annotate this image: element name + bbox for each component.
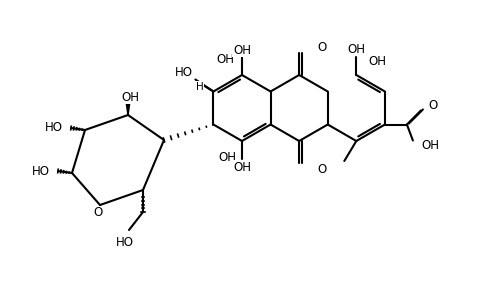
Text: OH: OH: [233, 161, 251, 173]
Text: HO: HO: [32, 165, 50, 178]
Text: HO: HO: [174, 66, 192, 79]
Text: OH: OH: [368, 54, 386, 68]
Text: OH: OH: [121, 91, 139, 103]
Text: OH: OH: [218, 151, 236, 163]
Text: OH: OH: [348, 43, 366, 56]
Text: O: O: [317, 41, 326, 54]
Text: O: O: [428, 99, 437, 112]
Text: O: O: [317, 163, 326, 176]
Text: H: H: [196, 81, 203, 91]
Text: HO: HO: [45, 121, 63, 133]
Text: OH: OH: [233, 44, 251, 56]
Text: OH: OH: [421, 139, 439, 152]
Text: O: O: [94, 206, 102, 220]
Text: HO: HO: [174, 70, 192, 83]
Polygon shape: [126, 103, 130, 115]
Text: HO: HO: [116, 235, 134, 248]
Text: OH: OH: [216, 53, 234, 66]
